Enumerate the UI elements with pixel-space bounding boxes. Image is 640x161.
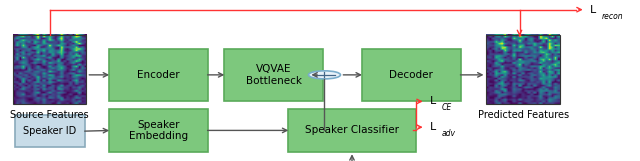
Text: Predicted Features: Predicted Features xyxy=(477,110,569,120)
Text: Decoder: Decoder xyxy=(389,70,433,80)
Circle shape xyxy=(308,71,340,79)
FancyBboxPatch shape xyxy=(224,49,323,101)
Text: L: L xyxy=(430,96,436,106)
FancyBboxPatch shape xyxy=(109,109,208,152)
Text: Speaker ID: Speaker ID xyxy=(23,126,77,136)
Text: L: L xyxy=(430,122,436,132)
FancyBboxPatch shape xyxy=(15,115,85,147)
FancyBboxPatch shape xyxy=(288,109,416,152)
Text: Encoder: Encoder xyxy=(137,70,180,80)
Text: VQVAE
Bottleneck: VQVAE Bottleneck xyxy=(246,64,301,86)
Bar xyxy=(13,35,86,104)
Text: Speaker Classifier: Speaker Classifier xyxy=(305,125,399,135)
Text: recon: recon xyxy=(602,12,623,21)
Text: Speaker
Embedding: Speaker Embedding xyxy=(129,120,188,141)
Text: L: L xyxy=(590,5,596,15)
FancyBboxPatch shape xyxy=(362,49,461,101)
Bar xyxy=(486,35,560,104)
Text: CE: CE xyxy=(442,103,452,112)
FancyBboxPatch shape xyxy=(109,49,208,101)
Text: adv: adv xyxy=(442,129,456,138)
Text: Source Features: Source Features xyxy=(10,110,89,120)
